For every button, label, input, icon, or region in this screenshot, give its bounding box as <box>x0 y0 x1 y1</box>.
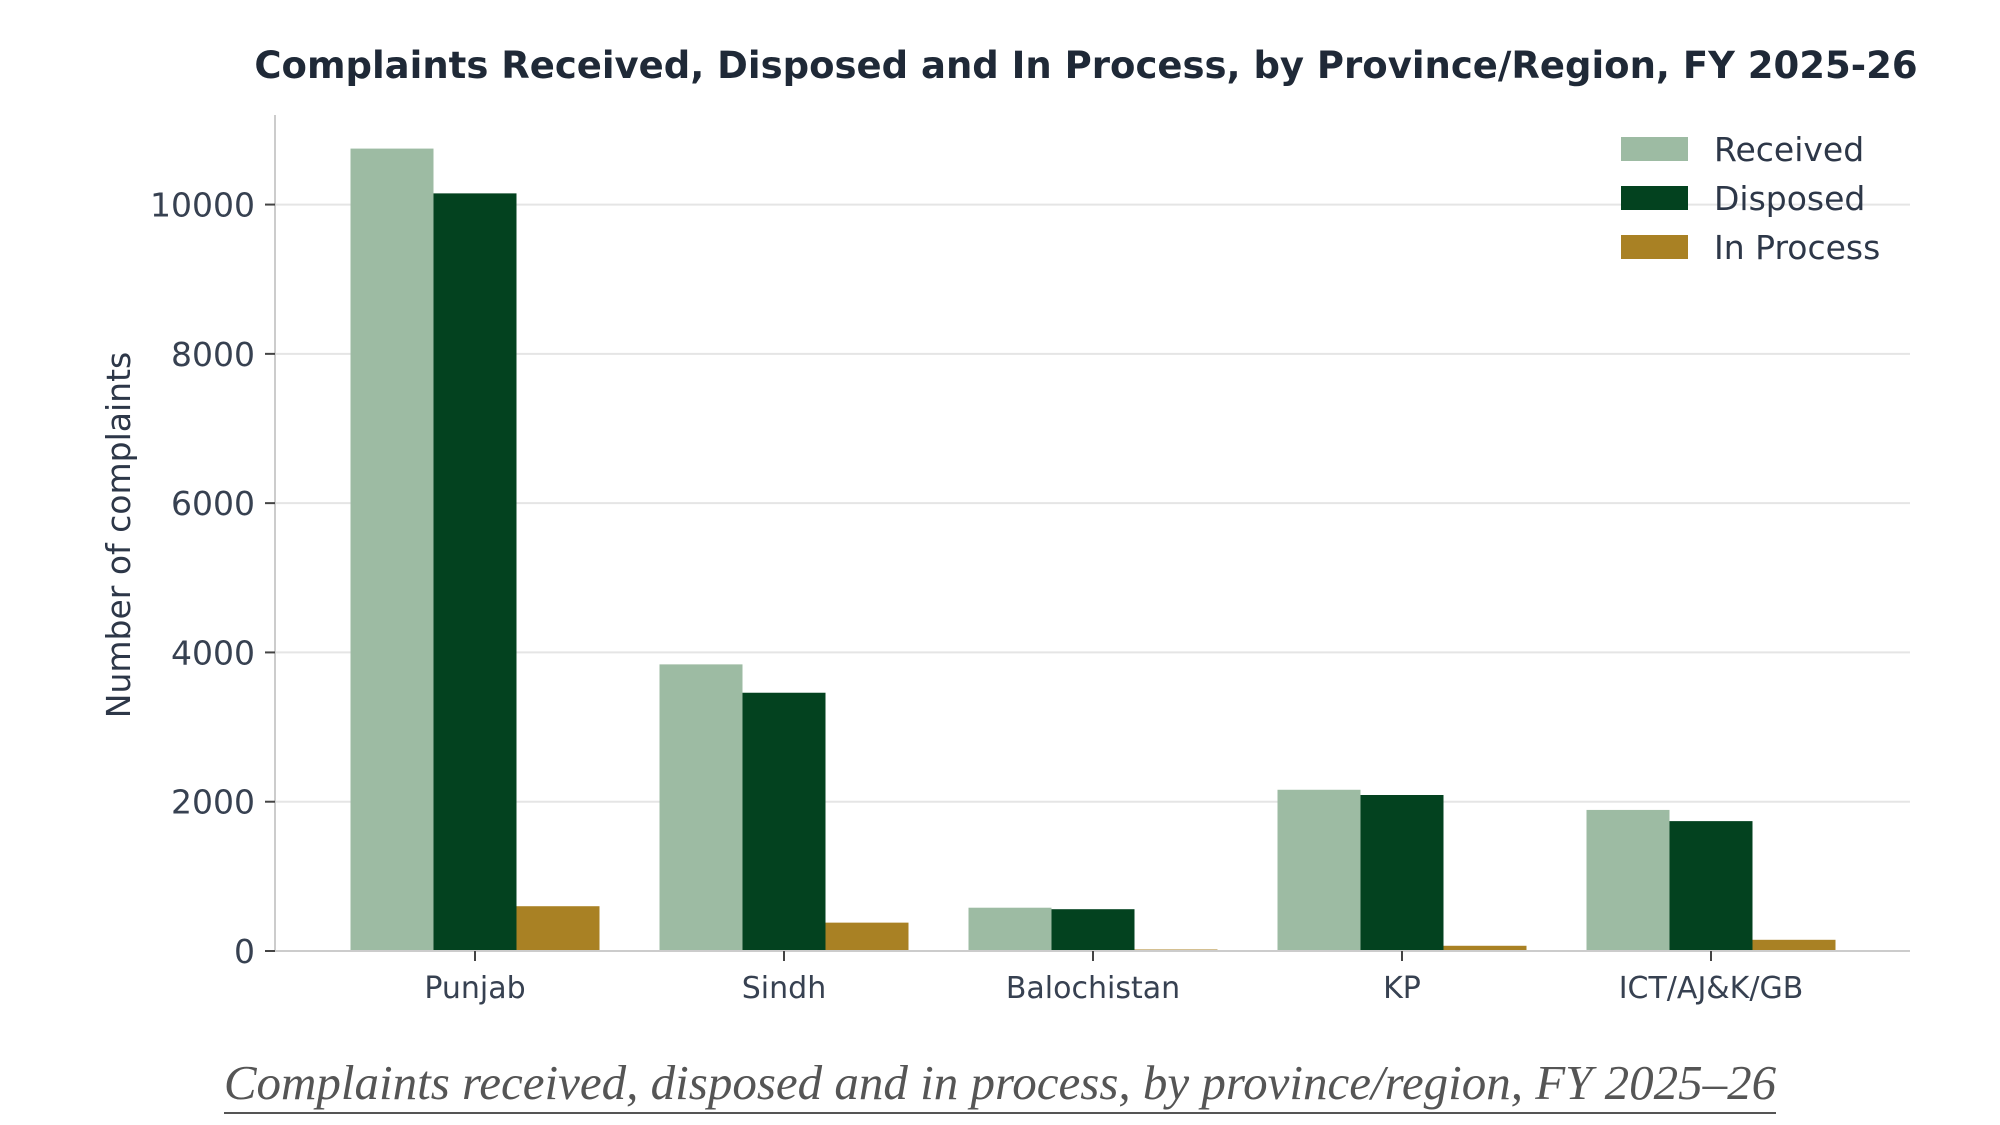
caption-text: Complaints received, disposed and in pro… <box>223 1055 1777 1114</box>
bar-disposed <box>1669 821 1753 951</box>
bar-disposed <box>1360 794 1444 951</box>
chart-title: Complaints Received, Disposed and In Pro… <box>254 44 1917 87</box>
y-ticks: 0 2000 4000 6000 8000 10000 <box>150 186 275 971</box>
x-ticks: Punjab Sindh Balochistan KP ICT/AJ&K/GB <box>424 951 1803 1006</box>
x-tick-label: Balochistan <box>1006 971 1180 1006</box>
bar-disposed <box>433 193 517 951</box>
y-tick-label: 4000 <box>171 633 255 672</box>
y-tick-label: 0 <box>234 932 255 971</box>
y-tick-label: 8000 <box>171 335 255 374</box>
legend-swatch-in-process <box>1621 235 1688 259</box>
bar-received <box>968 907 1052 951</box>
bar-in-process <box>1752 939 1836 951</box>
x-tick-label: Sindh <box>742 971 826 1006</box>
legend: Received Disposed In Process <box>1621 130 1880 267</box>
legend-label: Disposed <box>1714 179 1865 218</box>
y-axis-label: Number of complaints <box>99 352 138 718</box>
bar-received <box>659 664 743 951</box>
legend-swatch-disposed <box>1621 186 1688 210</box>
bars <box>350 148 1836 951</box>
bar-received <box>350 148 434 951</box>
gridlines <box>275 203 1910 803</box>
bar-in-process <box>825 922 909 951</box>
legend-swatch-received <box>1621 137 1688 161</box>
y-tick-label: 6000 <box>171 484 255 523</box>
y-tick-label: 10000 <box>150 186 255 225</box>
bar-disposed <box>1051 909 1135 951</box>
bar-in-process <box>516 906 600 951</box>
bar-received <box>1586 809 1670 951</box>
figure-caption: Complaints received, disposed and in pro… <box>0 1055 2000 1114</box>
y-tick-label: 2000 <box>171 783 255 822</box>
bar-in-process <box>1443 945 1527 951</box>
legend-label: In Process <box>1714 228 1880 267</box>
x-tick-label: ICT/AJ&K/GB <box>1619 971 1804 1006</box>
x-tick-label: Punjab <box>424 971 525 1006</box>
legend-label: Received <box>1714 130 1864 169</box>
bar-received <box>1277 789 1361 951</box>
bar-disposed <box>742 692 826 951</box>
x-tick-label: KP <box>1383 971 1421 1006</box>
